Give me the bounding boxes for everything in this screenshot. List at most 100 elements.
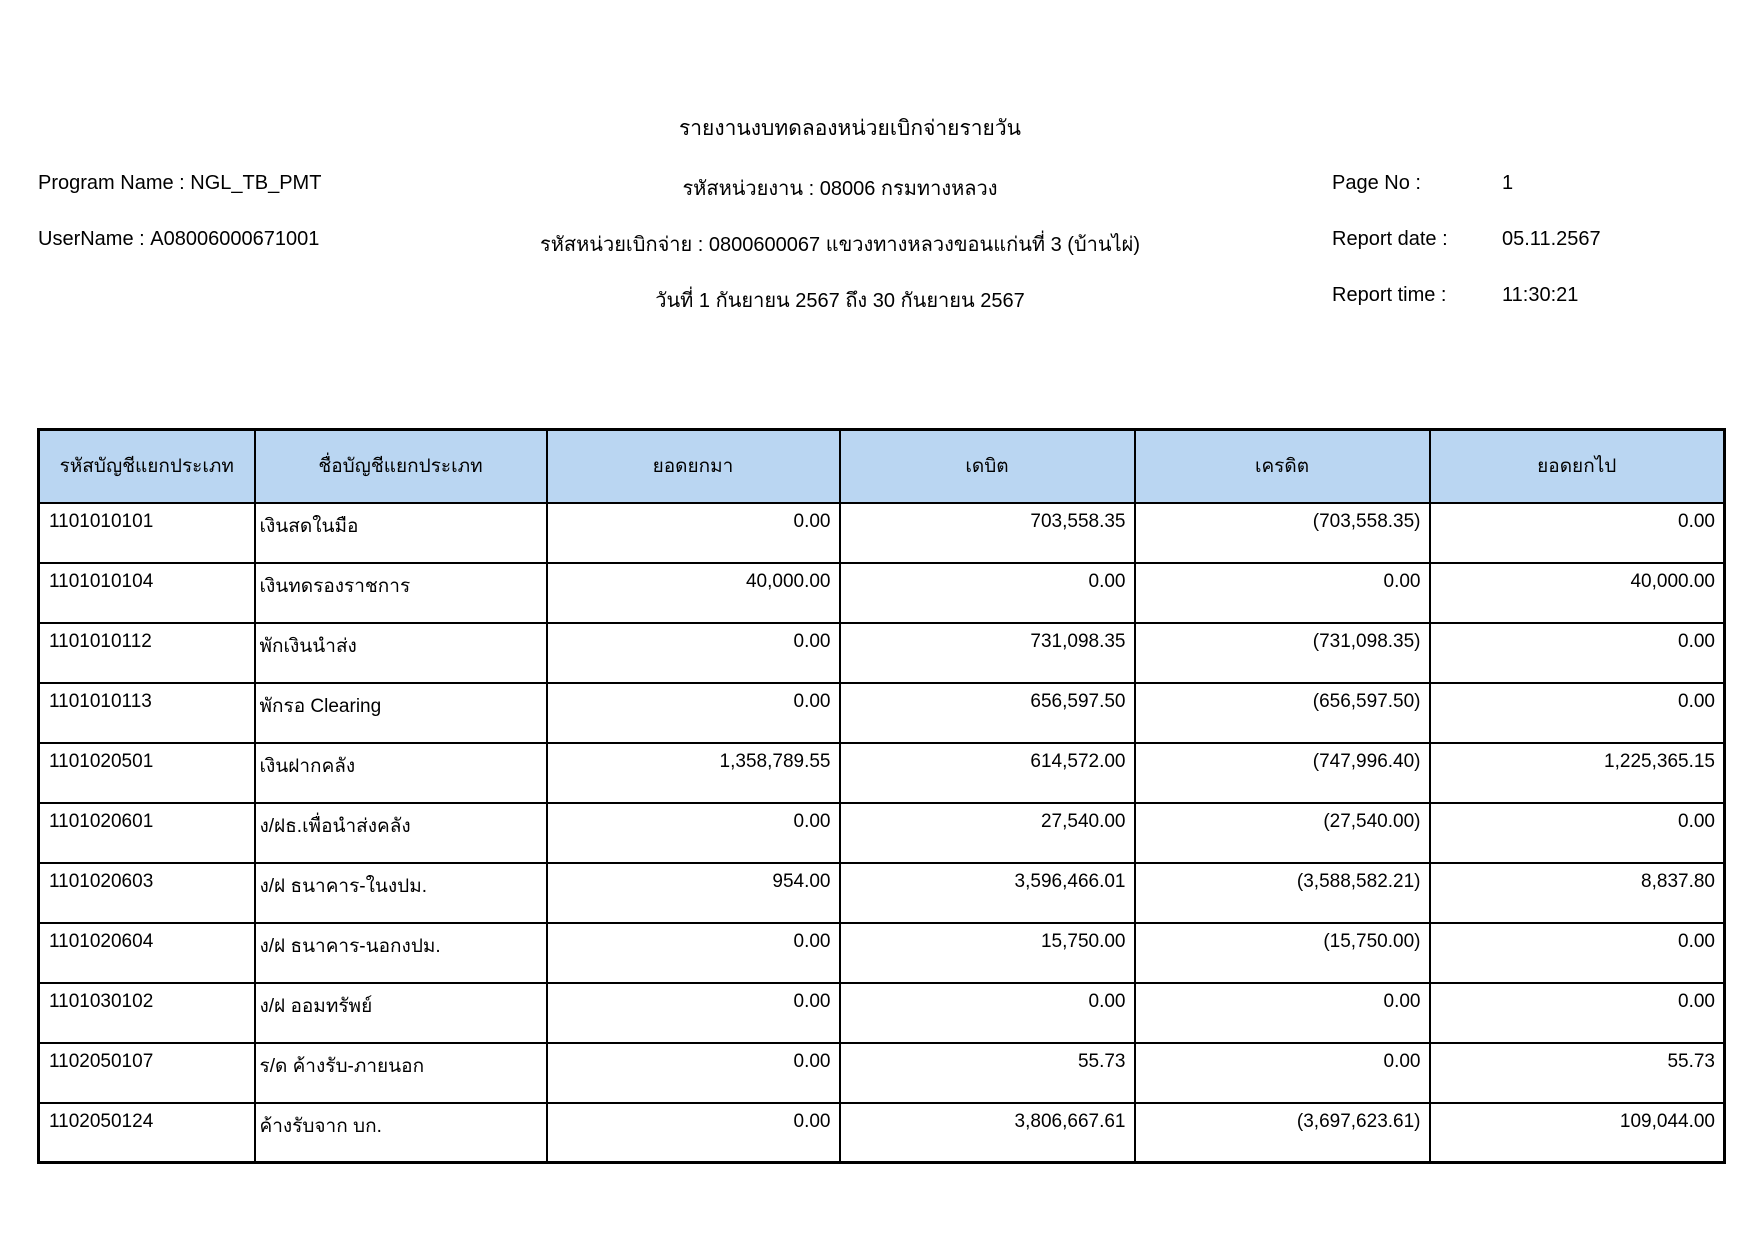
account-code-cell: 1101010101: [37, 501, 256, 564]
table-row: 1101020601 ง/ฝธ.เพื่อนำส่งคลัง 0.00 27,540.…: [37, 801, 1726, 864]
ending-balance-cell: 0.00: [1428, 921, 1726, 984]
table-row: 1101020604 ง/ฝ ธนาคาร-นอกงปม. 0.00 15,750.0…: [37, 921, 1726, 984]
report-date-value: 05.11.2567: [1502, 228, 1601, 250]
col-header-ending-balance: ยอดยกไป: [1428, 428, 1726, 504]
debit-cell: 614,572.00: [838, 741, 1136, 804]
beginning-balance-cell: 0.00: [545, 681, 841, 744]
beginning-balance-cell: 0.00: [545, 621, 841, 684]
header-row-3: วันที่ 1 กันยายน 2567 ถึง 30 กันยายน 256…: [0, 284, 1755, 314]
debit-cell: 703,558.35: [838, 501, 1136, 564]
username-label: UserName :: [38, 228, 145, 250]
table-header-row: รหัสบัญชีแยกประเภท ชื่อบัญชีแยกประเภท ยอ…: [37, 428, 1726, 504]
report-date-label: Report date :: [1332, 228, 1448, 250]
debit-cell: 656,597.50: [838, 681, 1136, 744]
debit-cell: 55.73: [838, 1041, 1136, 1104]
credit-cell: (656,597.50): [1133, 681, 1431, 744]
debit-cell: 0.00: [838, 981, 1136, 1044]
debit-cell: 0.00: [838, 561, 1136, 624]
account-name-cell: พักรอ Clearing: [253, 681, 548, 744]
account-code-cell: 1101010113: [37, 681, 256, 744]
col-header-account-code: รหัสบัญชีแยกประเภท: [37, 428, 256, 504]
col-header-debit: เดบิต: [838, 428, 1136, 504]
credit-cell: (27,540.00): [1133, 801, 1431, 864]
account-code-cell: 1101010104: [37, 561, 256, 624]
ending-balance-cell: 0.00: [1428, 801, 1726, 864]
account-name-cell: ง/ฝ ออมทรัพย์: [253, 981, 548, 1044]
credit-cell: (3,588,582.21): [1133, 861, 1431, 924]
account-name-cell: เงินทดรองราชการ: [253, 561, 548, 624]
account-name-cell: ง/ฝธ.เพื่อนำส่งคลัง: [253, 801, 548, 864]
program-name-label: Program Name :: [38, 172, 185, 194]
credit-cell: (747,996.40): [1133, 741, 1431, 804]
account-name-cell: ค้างรับจาก บก.: [253, 1101, 548, 1164]
username-value: A08006000671001: [150, 228, 320, 250]
table-row: 1101010104 เงินทดรองราชการ 40,000.00 0.00 0.…: [37, 561, 1726, 624]
account-code-cell: 1101010112: [37, 621, 256, 684]
table-row: 1101010112 พักเงินนำส่ง 0.00 731,098.35 (731…: [37, 621, 1726, 684]
beginning-balance-cell: 40,000.00: [545, 561, 841, 624]
account-name-cell: เงินสดในมือ: [253, 501, 548, 564]
ending-balance-cell: 8,837.80: [1428, 861, 1726, 924]
ending-balance-cell: 1,225,365.15: [1428, 741, 1726, 804]
table-row: 1101030102 ง/ฝ ออมทรัพย์ 0.00 0.00 0.00 0.00: [37, 981, 1726, 1044]
credit-cell: 0.00: [1133, 1041, 1431, 1104]
table-row: 1102050124 ค้างรับจาก บก. 0.00 3,806,667.61…: [37, 1101, 1726, 1164]
program-name-line: Program Name : NGL_TB_PMT: [38, 172, 321, 195]
ending-balance-cell: 0.00: [1428, 981, 1726, 1044]
account-code-cell: 1101020603: [37, 861, 256, 924]
account-name-cell: ง/ฝ ธนาคาร-ในงปม.: [253, 861, 548, 924]
ending-balance-cell: 40,000.00: [1428, 561, 1726, 624]
date-range-line: วันที่ 1 กันยายน 2567 ถึง 30 กันยายน 256…: [655, 290, 1025, 312]
program-name-value: NGL_TB_PMT: [190, 172, 322, 194]
account-code-cell: 1102050124: [37, 1101, 256, 1164]
col-header-credit: เครดิต: [1133, 428, 1431, 504]
page-no-label: Page No :: [1332, 172, 1421, 194]
beginning-balance-cell: 0.00: [545, 921, 841, 984]
disbursing-unit-line: รหัสหน่วยเบิกจ่าย : 0800600067 แขวงทางหล…: [539, 234, 1141, 256]
account-name-cell: ร/ด ค้างรับ-ภายนอก: [253, 1041, 548, 1104]
account-code-cell: 1101020501: [37, 741, 256, 804]
account-code-cell: 1101020601: [37, 801, 256, 864]
debit-cell: 3,596,466.01: [838, 861, 1136, 924]
beginning-balance-cell: 1,358,789.55: [545, 741, 841, 804]
trial-balance-table: รหัสบัญชีแยกประเภท ชื่อบัญชีแยกประเภท ยอ…: [37, 428, 1726, 1164]
debit-cell: 3,806,667.61: [838, 1101, 1136, 1164]
ending-balance-cell: 0.00: [1428, 681, 1726, 744]
col-header-account-name: ชื่อบัญชีแยกประเภท: [253, 428, 548, 504]
report-time-value: 11:30:21: [1502, 284, 1579, 306]
account-name-cell: พักเงินนำส่ง: [253, 621, 548, 684]
table-body: 1101010101 เงินสดในมือ 0.00 703,558.35 (703,…: [37, 501, 1726, 1164]
ending-balance-cell: 109,044.00: [1428, 1101, 1726, 1164]
debit-cell: 731,098.35: [838, 621, 1136, 684]
beginning-balance-cell: 0.00: [545, 1041, 841, 1104]
credit-cell: (703,558.35): [1133, 501, 1431, 564]
table-row: 1102050107 ร/ด ค้างรับ-ภายนอก 0.00 55.73 0.0…: [37, 1041, 1726, 1104]
header-row-2: UserName : A08006000671001 รหัสหน่วยเบิก…: [0, 228, 1755, 258]
report-time-label: Report time :: [1332, 284, 1447, 306]
account-name-cell: ง/ฝ ธนาคาร-นอกงปม.: [253, 921, 548, 984]
beginning-balance-cell: 0.00: [545, 801, 841, 864]
account-name-cell: เงินฝากคลัง: [253, 741, 548, 804]
credit-cell: (15,750.00): [1133, 921, 1431, 984]
table-row: 1101010101 เงินสดในมือ 0.00 703,558.35 (703,…: [37, 501, 1726, 564]
report-title: รายงานงบทดลองหน่วยเบิกจ่ายรายวัน: [678, 117, 1022, 140]
debit-cell: 27,540.00: [838, 801, 1136, 864]
col-header-beginning-balance: ยอดยกมา: [545, 428, 841, 504]
beginning-balance-cell: 0.00: [545, 981, 841, 1044]
account-code-cell: 1102050107: [37, 1041, 256, 1104]
username-line: UserName : A08006000671001: [38, 228, 319, 251]
beginning-balance-cell: 954.00: [545, 861, 841, 924]
account-code-cell: 1101030102: [37, 981, 256, 1044]
table-row: 1101010113 พักรอ Clearing 0.00 656,597.50 (6…: [37, 681, 1726, 744]
account-code-cell: 1101020604: [37, 921, 256, 984]
credit-cell: 0.00: [1133, 981, 1431, 1044]
beginning-balance-cell: 0.00: [545, 1101, 841, 1164]
page-no-value: 1: [1502, 172, 1514, 194]
beginning-balance-cell: 0.00: [545, 501, 841, 564]
credit-cell: (3,697,623.61): [1133, 1101, 1431, 1164]
table-row: 1101020501 เงินฝากคลัง 1,358,789.55 614,572…: [37, 741, 1726, 804]
ending-balance-cell: 55.73: [1428, 1041, 1726, 1104]
credit-cell: (731,098.35): [1133, 621, 1431, 684]
credit-cell: 0.00: [1133, 561, 1431, 624]
